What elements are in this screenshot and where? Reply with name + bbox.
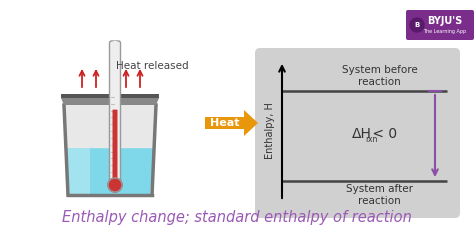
- Polygon shape: [66, 148, 154, 194]
- Text: B: B: [414, 22, 419, 28]
- Polygon shape: [64, 105, 156, 195]
- Text: Enthalpy, H: Enthalpy, H: [265, 103, 275, 159]
- Circle shape: [111, 41, 118, 48]
- Circle shape: [410, 18, 424, 32]
- Text: rxn: rxn: [365, 134, 378, 144]
- Polygon shape: [61, 98, 159, 105]
- FancyBboxPatch shape: [109, 41, 120, 189]
- FancyBboxPatch shape: [112, 110, 118, 185]
- FancyBboxPatch shape: [255, 48, 460, 218]
- Text: Enthalpy change; standard enthalpy of reaction: Enthalpy change; standard enthalpy of re…: [62, 210, 412, 225]
- FancyBboxPatch shape: [406, 10, 474, 40]
- Polygon shape: [66, 148, 90, 194]
- Text: The Learning App: The Learning App: [423, 29, 466, 34]
- Text: Heat: Heat: [210, 118, 239, 128]
- Polygon shape: [205, 110, 258, 136]
- Circle shape: [108, 178, 122, 192]
- Text: System before
reaction: System before reaction: [342, 65, 418, 87]
- Polygon shape: [61, 94, 159, 98]
- Text: System after
reaction: System after reaction: [346, 184, 413, 206]
- Text: Heat released: Heat released: [116, 61, 188, 71]
- Text: ΔH: ΔH: [352, 127, 371, 141]
- Text: < 0: < 0: [368, 127, 398, 141]
- Text: BYJU'S: BYJU'S: [428, 16, 463, 26]
